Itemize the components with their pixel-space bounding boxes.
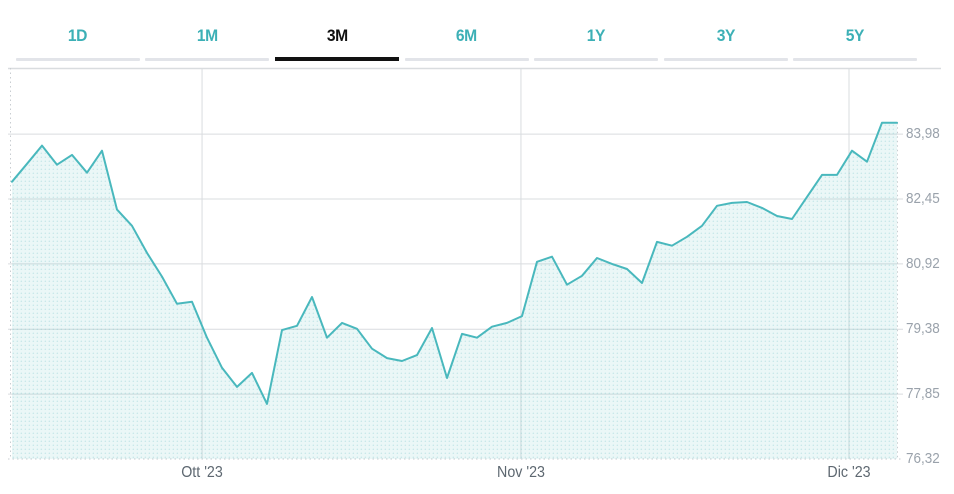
tab-5y-underline <box>793 58 918 61</box>
tab-1m[interactable]: 1M <box>143 26 273 61</box>
tab-3m-label: 3M <box>326 26 348 45</box>
price-line <box>11 121 898 405</box>
tab-1y-underline <box>534 58 659 61</box>
x-tick-label: Ott '23 <box>181 464 223 481</box>
tab-6m-underline <box>404 58 529 61</box>
y-tick-label: 76,32 <box>906 450 940 467</box>
y-tick-label: 77,85 <box>906 385 940 403</box>
y-tick-label: 82,45 <box>906 190 940 208</box>
time-range-tabs: 1D 1M 3M 6M 1Y 3Y 5Y <box>13 26 920 61</box>
tab-3y-underline <box>663 58 788 61</box>
tab-5y-label: 5Y <box>846 26 865 45</box>
x-tick-label: Dic '23 <box>827 464 871 481</box>
tab-6m[interactable]: 6M <box>402 26 532 61</box>
tab-1d-label: 1D <box>68 26 88 45</box>
tab-3m-underline <box>274 57 399 61</box>
tab-3y[interactable]: 3Y <box>661 26 791 61</box>
tab-3m[interactable]: 3M <box>272 26 402 61</box>
y-tick-label: 80,92 <box>906 254 940 272</box>
tab-1m-underline <box>145 58 270 61</box>
tab-1m-label: 1M <box>196 26 218 45</box>
tab-5y[interactable]: 5Y <box>791 26 921 61</box>
tab-1d-underline <box>15 58 140 61</box>
y-tick-label: 83,98 <box>906 125 940 143</box>
tab-1y[interactable]: 1Y <box>531 26 661 61</box>
area-fill <box>12 122 897 459</box>
tab-1d[interactable]: 1D <box>13 26 143 61</box>
tab-3y-label: 3Y <box>716 26 736 45</box>
tab-6m-label: 6M <box>456 26 477 45</box>
y-tick-label: 79,38 <box>906 320 940 338</box>
x-tick-label: Nov '23 <box>496 464 545 481</box>
tab-1y-label: 1Y <box>587 26 606 45</box>
